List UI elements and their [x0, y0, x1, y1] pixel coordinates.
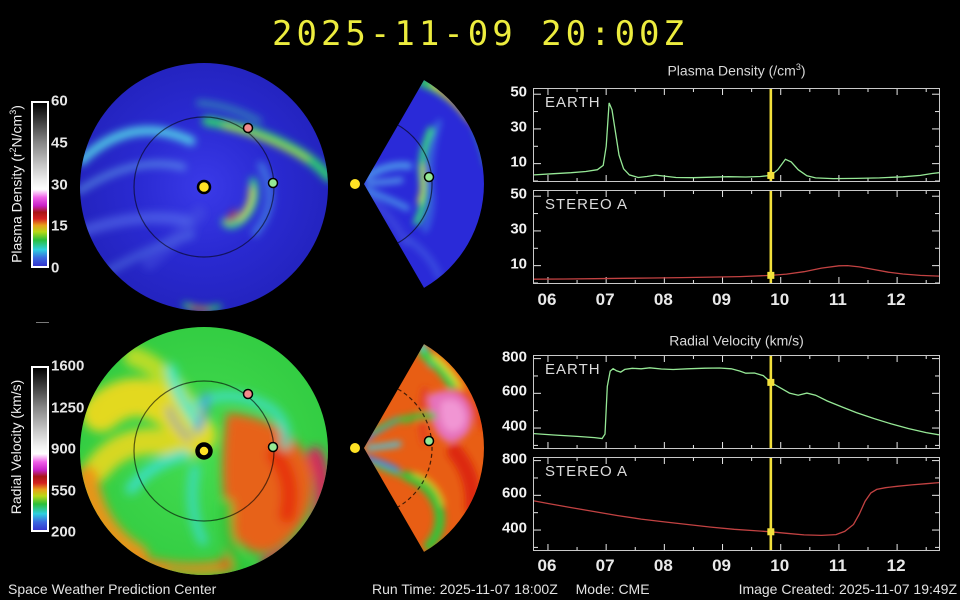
now-marker: [767, 528, 775, 536]
earth-series: [534, 367, 939, 440]
stereo-a-marker: [242, 388, 254, 400]
dash-mark: —: [36, 314, 49, 329]
orbit-arc: [397, 388, 433, 508]
velocity-colorbar-ticks: 1600 1250 900 550 200: [51, 358, 93, 541]
footer-run-info: Run Time: 2025-11-07 18:00Z Mode: CME: [372, 581, 650, 597]
density-colorbar-ticks: 60 45 30 15 0: [51, 93, 93, 277]
y-tick-label: 30: [510, 118, 527, 136]
y-tick-label: 50: [510, 185, 527, 203]
x-tick-label: 12: [886, 556, 906, 575]
y-tick-label: 800: [501, 348, 527, 366]
colorbar-tick: 60: [51, 92, 68, 110]
earth-marker: [423, 435, 435, 447]
radial-velocity-chart: Radial Velocity (km/s) EARTH STEREO A 06…: [502, 332, 940, 580]
x-tick-label: 08: [653, 556, 673, 575]
sun-marker: [349, 442, 361, 454]
colorbar-tick: 1600: [51, 357, 85, 375]
stereo-a-velocity-panel: STEREO A: [533, 457, 940, 551]
footer-run-time: Run Time: 2025-11-07 18:00Z: [372, 581, 558, 597]
earth-marker: [423, 171, 435, 183]
time-axis-labels: 06 07 08 09 10 11 12: [533, 290, 938, 312]
sun-marker: [349, 178, 361, 190]
y-tick-label: 400: [501, 417, 527, 435]
x-tick-label: 06: [537, 290, 557, 309]
sun-marker: [196, 179, 212, 195]
footer-image-created: Image Created: 2025-11-07 19:49Z: [738, 581, 957, 597]
x-tick-label: 11: [828, 556, 847, 575]
colorbar-tick: 30: [51, 176, 68, 193]
y-tick-label: 10: [510, 255, 527, 273]
x-tick-label: 06: [537, 556, 557, 575]
forecast-now-line: [769, 191, 773, 283]
earth-marker: [267, 177, 279, 189]
velocity-colorbar: [31, 366, 49, 532]
footer-agency: Space Weather Prediction Center: [8, 581, 217, 597]
sun-marker: [195, 442, 213, 460]
y-tick-label: 800: [501, 450, 527, 468]
cme-density-front: [221, 177, 259, 229]
velocity-colorbar-label: Radial Velocity (km/s): [8, 379, 24, 515]
forecast-now-line: [769, 458, 773, 550]
x-tick-label: 10: [770, 556, 790, 575]
density-colorbar: [31, 101, 49, 268]
earth-velocity-panel: EARTH: [533, 355, 940, 449]
x-tick-label: 09: [712, 290, 731, 309]
now-marker: [767, 171, 775, 179]
earth-series: [534, 102, 939, 180]
forecast-timestamp: 2025-11-09 20:00Z: [272, 14, 688, 54]
x-tick-label: 07: [595, 290, 615, 309]
stereo-a-series: [534, 264, 939, 280]
forecast-now-line: [769, 89, 773, 181]
y-tick-label: 50: [510, 83, 527, 101]
y-tick-label: 10: [510, 153, 527, 171]
density-ecliptic-map: [80, 63, 328, 311]
now-marker: [767, 378, 775, 386]
density-meridional-map: [349, 80, 484, 288]
panel-label-earth: EARTH: [545, 361, 601, 378]
density-colorbar-label: Plasma Density (r2N/cm3): [8, 105, 25, 263]
panel-label-stereo-a: STEREO A: [545, 463, 629, 480]
x-tick-label: 08: [653, 290, 673, 309]
colorbar-tick: 1250: [51, 399, 85, 416]
colorbar-tick: 45: [51, 134, 68, 152]
stereo-a-density-panel: STEREO A: [533, 190, 940, 284]
colorbar-tick: 550: [51, 482, 77, 499]
plasma-density-chart: Plasma Density (/cm3) EARTH STEREO A 06 0…: [510, 62, 940, 312]
velocity-chart-title: Radial Velocity (km/s): [669, 332, 804, 349]
forecast-now-line: [769, 356, 773, 448]
x-tick-label: 07: [595, 556, 615, 575]
panel-label-stereo-a: STEREO A: [545, 196, 629, 213]
colorbar-tick: 15: [51, 217, 68, 235]
y-tick-label: 600: [501, 484, 527, 502]
velocity-map-art: [80, 347, 328, 575]
x-tick-label: 12: [886, 290, 906, 309]
now-marker: [767, 271, 775, 279]
y-tick-label: 30: [510, 220, 527, 238]
colorbar-tick: 0: [51, 259, 60, 277]
footer-mode: Mode: CME: [575, 581, 650, 597]
time-axis-labels: 06 07 08 09 10 11 12: [533, 556, 938, 578]
velocity-ecliptic-map: [80, 327, 328, 575]
panel-label-earth: EARTH: [545, 94, 601, 111]
velocity-meridional-map: [349, 344, 484, 552]
x-tick-label: 10: [770, 290, 790, 309]
earth-marker: [267, 441, 279, 453]
stereo-a-series: [534, 481, 939, 537]
stereo-a-marker: [242, 122, 254, 134]
colorbar-tick: 200: [51, 523, 77, 541]
x-tick-label: 11: [828, 290, 847, 309]
x-tick-label: 09: [712, 556, 731, 575]
earth-density-panel: EARTH: [533, 88, 940, 182]
orbit-arc: [397, 124, 433, 244]
density-chart-title: Plasma Density (/cm3): [667, 62, 806, 79]
colorbar-tick: 900: [51, 440, 77, 458]
y-tick-label: 400: [501, 519, 527, 537]
y-tick-label: 600: [501, 382, 527, 400]
